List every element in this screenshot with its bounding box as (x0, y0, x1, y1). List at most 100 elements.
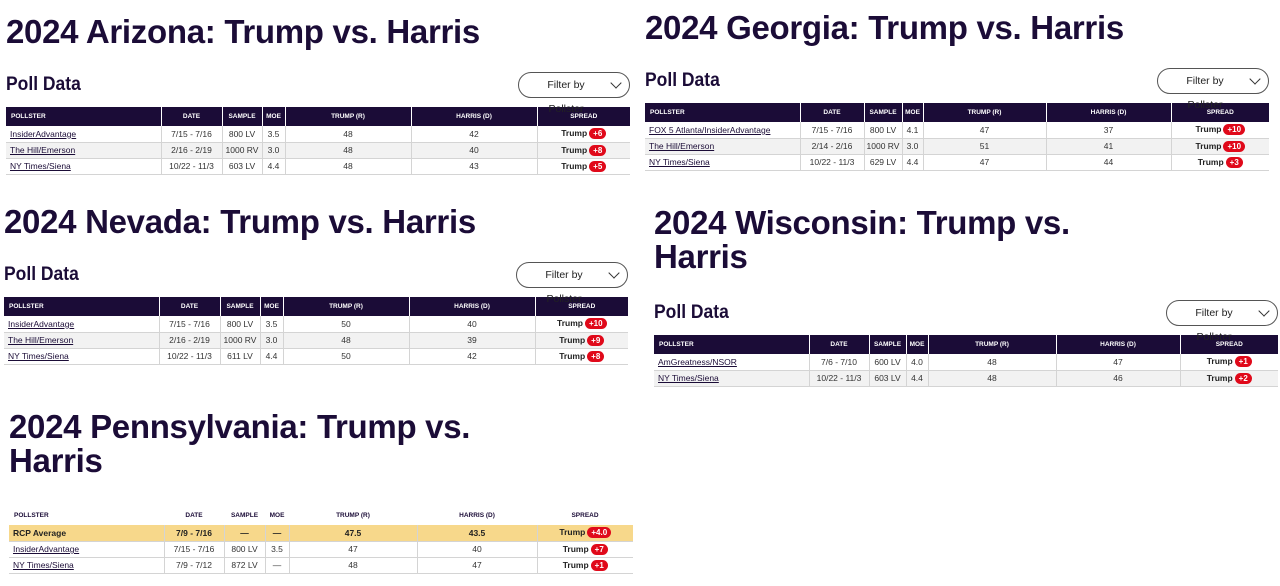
filter-by-pollster-button[interactable]: Filter by Pollster (1166, 300, 1278, 343)
header-pollster[interactable]: POLLSTER (4, 297, 160, 316)
date-cell: 2/16 - 2/19 (161, 142, 223, 159)
table-row: NY Times/Siena 10/22 - 11/3 629 LV 4.4 4… (645, 154, 1269, 171)
table-row: The Hill/Emerson 2/14 - 2/16 1000 RV 3.0… (645, 138, 1269, 155)
trump-cell: 50 (283, 316, 410, 333)
header-date[interactable]: DATE (159, 297, 221, 316)
header-sample[interactable]: SAMPLE (869, 335, 907, 354)
sample-cell: 800 LV (220, 316, 261, 333)
arizona-poll-table: POLLSTER DATE SAMPLE MOE TRUMP (R) HARRI… (6, 107, 630, 175)
pollster-link[interactable]: InsiderAdvantage (8, 318, 75, 329)
header-harris[interactable]: HARRIS (D) (411, 107, 538, 126)
header-trump[interactable]: TRUMP (R) (928, 335, 1057, 354)
trump-cell: 48 (285, 142, 412, 159)
trump-cell: 48 (285, 126, 412, 143)
nevada-poll-table: POLLSTER DATE SAMPLE MOE TRUMP (R) HARRI… (4, 297, 628, 365)
sample-cell: — (224, 525, 266, 542)
header-trump[interactable]: TRUMP (R) (285, 107, 412, 126)
header-pollster[interactable]: POLLSTER (654, 335, 810, 354)
table-row: InsiderAdvantage 7/15 - 7/16 800 LV 3.5 … (6, 126, 630, 143)
header-moe[interactable]: MOE (260, 297, 284, 316)
filter-by-pollster-button[interactable]: Filter by Pollster (518, 72, 630, 115)
spread-badge: +7 (590, 543, 608, 555)
harris-cell: 42 (409, 348, 536, 365)
harris-cell: 47 (417, 557, 538, 574)
header-date[interactable]: DATE (161, 107, 223, 126)
sample-cell: 800 LV (864, 122, 903, 139)
table-row: The Hill/Emerson 2/16 - 2/19 1000 RV 3.0… (4, 332, 628, 349)
spread-badge: +2 (1234, 372, 1252, 384)
poll-data-label: Poll Data (654, 302, 729, 323)
header-trump[interactable]: TRUMP (R) (923, 103, 1047, 122)
wisconsin-title: 2024 Wisconsin: Trump vs. Harris (654, 206, 1278, 274)
poll-data-label: Poll Data (645, 70, 720, 91)
spread-cell: Trump +6 (537, 126, 630, 143)
header-harris[interactable]: HARRIS (D) (409, 297, 536, 316)
header-trump[interactable]: TRUMP (R) (283, 297, 410, 316)
moe-cell: 3.5 (262, 126, 286, 143)
pennsylvania-title-line1: 2024 Pennsylvania: Trump vs. (9, 408, 471, 445)
pollster-link[interactable]: NY Times/Siena (649, 157, 710, 167)
spread-leader: Trump (1206, 372, 1233, 383)
header-date[interactable]: DATE (164, 506, 224, 525)
filter-by-pollster-button[interactable]: Filter by Pollster (516, 262, 628, 305)
wisconsin-poll-head: Poll Data Filter by Pollster (654, 300, 1278, 343)
trump-cell: 47.5 (289, 525, 418, 542)
header-pollster[interactable]: POLLSTER (9, 506, 164, 525)
wisconsin-title-line1: 2024 Wisconsin: Trump vs. (654, 204, 1070, 241)
pollster-link[interactable]: InsiderAdvantage (10, 128, 77, 139)
pollster-link[interactable]: InsiderAdvantage (13, 544, 80, 554)
header-pollster[interactable]: POLLSTER (645, 103, 801, 122)
moe-cell: — (265, 557, 290, 574)
header-spread[interactable]: SPREAD (535, 297, 628, 316)
pollster-link[interactable]: NY Times/Siena (10, 161, 71, 171)
header-trump[interactable]: TRUMP (R) (289, 506, 417, 525)
header-harris[interactable]: HARRIS (D) (1056, 335, 1181, 354)
header-moe[interactable]: MOE (902, 103, 924, 122)
harris-cell: 44 (1046, 154, 1172, 171)
header-pollster[interactable]: POLLSTER (6, 107, 162, 126)
header-date[interactable]: DATE (809, 335, 870, 354)
table-row: FOX 5 Atlanta/InsiderAdvantage 7/15 - 7/… (645, 122, 1269, 139)
pollster-link[interactable]: AmGreatness/NSOR (658, 356, 737, 367)
pollster-link[interactable]: NY Times/Siena (658, 373, 719, 383)
table-row: NY Times/Siena 10/22 - 11/3 603 LV 4.4 4… (654, 370, 1278, 387)
spread-cell: Trump +8 (537, 142, 630, 159)
pollster-link[interactable]: The Hill/Emerson (649, 141, 715, 151)
pennsylvania-title: 2024 Pennsylvania: Trump vs. Harris (9, 410, 633, 478)
spread-badge: +10 (584, 318, 607, 330)
pennsylvania-poll-table: POLLSTER DATE SAMPLE MOE TRUMP (R) HARRI… (9, 506, 633, 574)
header-moe[interactable]: MOE (262, 107, 286, 126)
pollster-link[interactable]: NY Times/Siena (8, 351, 69, 361)
header-harris[interactable]: HARRIS (D) (1046, 103, 1172, 122)
chevron-down-icon (610, 77, 622, 89)
header-sample[interactable]: SAMPLE (220, 297, 261, 316)
table-row: InsiderAdvantage 7/15 - 7/16 800 LV 3.5 … (9, 541, 633, 558)
trump-cell: 47 (923, 122, 1047, 139)
moe-cell: 4.4 (262, 158, 286, 175)
pollster-link[interactable]: The Hill/Emerson (10, 145, 76, 155)
header-moe[interactable]: MOE (906, 335, 929, 354)
moe-cell: 4.1 (902, 122, 924, 139)
date-cell: 10/22 - 11/3 (809, 370, 870, 387)
spread-cell: Trump +1 (537, 557, 633, 574)
date-cell: 7/9 - 7/16 (164, 525, 225, 542)
table-header-row: POLLSTER DATE SAMPLE MOE TRUMP (R) HARRI… (654, 335, 1278, 354)
spread-leader: Trump (1197, 156, 1224, 167)
header-spread[interactable]: SPREAD (1180, 335, 1278, 354)
pollster-link[interactable]: FOX 5 Atlanta/InsiderAdvantage (649, 124, 771, 135)
header-spread[interactable]: SPREAD (537, 506, 633, 525)
header-spread[interactable]: SPREAD (537, 107, 630, 126)
header-sample[interactable]: SAMPLE (224, 506, 265, 525)
header-harris[interactable]: HARRIS (D) (417, 506, 537, 525)
spread-cell: Trump +1 (1180, 354, 1278, 371)
header-date[interactable]: DATE (800, 103, 865, 122)
header-moe[interactable]: MOE (265, 506, 289, 525)
header-sample[interactable]: SAMPLE (222, 107, 263, 126)
filter-by-pollster-button[interactable]: Filter by Pollster (1157, 68, 1269, 111)
pollster-link[interactable]: NY Times/Siena (13, 560, 74, 570)
spread-cell: Trump +2 (1180, 370, 1278, 387)
header-sample[interactable]: SAMPLE (864, 103, 903, 122)
harris-cell: 37 (1046, 122, 1172, 139)
pollster-link[interactable]: The Hill/Emerson (8, 335, 74, 345)
header-spread[interactable]: SPREAD (1171, 103, 1269, 122)
